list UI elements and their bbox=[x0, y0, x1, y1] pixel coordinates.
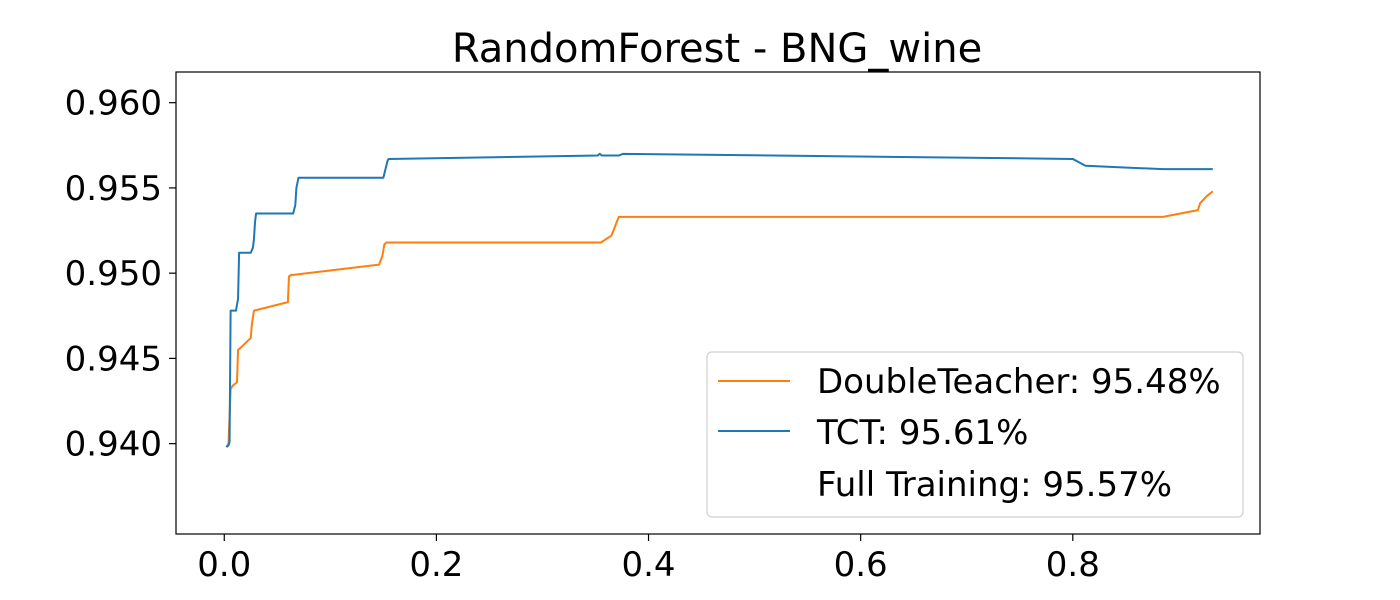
x-tick-label: 0.2 bbox=[409, 545, 463, 585]
legend-label-tct: TCT: 95.61% bbox=[816, 413, 1028, 453]
series-layer bbox=[225, 152, 1214, 448]
legend-box bbox=[706, 351, 1244, 518]
y-tick-label: 0.950 bbox=[65, 254, 162, 294]
y-tick-label: 0.955 bbox=[65, 169, 162, 209]
chart-title: RandomForest - BNG_wine bbox=[452, 26, 982, 72]
x-tick-label: 0.6 bbox=[834, 545, 888, 585]
x-tick-label: 0.0 bbox=[197, 545, 251, 585]
plot-area-frame bbox=[175, 71, 1261, 535]
series-line-tct bbox=[225, 152, 1213, 448]
series-line-doubleteacher bbox=[225, 190, 1214, 448]
y-axis: 0.940 0.945 0.950 0.955 0.960 bbox=[65, 84, 176, 465]
x-axis: 0.0 0.2 0.4 0.6 0.8 bbox=[197, 534, 1100, 585]
x-tick-label: 0.4 bbox=[621, 545, 675, 585]
y-tick-label: 0.945 bbox=[65, 339, 162, 379]
legend-label-doubleteacher: DoubleTeacher: 95.48% bbox=[817, 362, 1221, 402]
x-tick-label: 0.8 bbox=[1046, 545, 1100, 585]
y-tick-label: 0.940 bbox=[65, 425, 162, 465]
legend: DoubleTeacher: 95.48% TCT: 95.61% Full T… bbox=[706, 351, 1244, 518]
legend-label-full-training: Full Training: 95.57% bbox=[817, 465, 1172, 505]
y-tick-label: 0.960 bbox=[65, 84, 162, 124]
